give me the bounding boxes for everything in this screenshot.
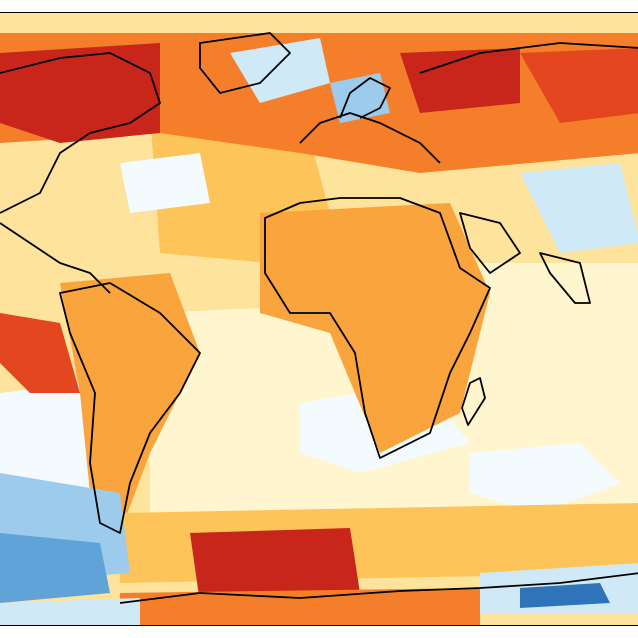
coastline-greenland xyxy=(199,32,291,94)
coastline-central-america xyxy=(0,222,111,294)
region-indian-ocean-neutral xyxy=(470,263,638,433)
region-east-siberia-warm-dark xyxy=(520,48,638,123)
region-greenland-cool xyxy=(230,38,330,103)
region-africa-warm xyxy=(260,203,490,453)
coastline-africa xyxy=(264,197,491,459)
region-central-asia-cool xyxy=(520,163,638,253)
region-antarctic-west-cool xyxy=(0,598,140,625)
coastline-south-america xyxy=(59,282,201,534)
region-canadian-arctic-very-warm xyxy=(0,43,160,143)
region-south-america-warm xyxy=(60,273,200,533)
coastline-antarctica xyxy=(119,572,638,604)
region-south-indian-near-zero xyxy=(470,443,620,513)
coastline-asia-north xyxy=(419,42,638,74)
coastlines xyxy=(0,32,638,604)
region-antarctic-cool-dark xyxy=(520,583,610,608)
coastline-europe xyxy=(299,112,441,164)
anomaly-map xyxy=(0,13,638,625)
region-antarctic-warm xyxy=(120,588,480,625)
coastline-scandinavia xyxy=(339,77,391,119)
coastline-north-america xyxy=(0,52,161,214)
anomaly-regions xyxy=(0,33,638,625)
map-panel xyxy=(0,12,638,626)
coastline-arabia xyxy=(459,212,521,274)
region-siberia-very-warm xyxy=(400,48,520,113)
coastline-india xyxy=(539,252,591,304)
region-north-atlantic-cool-spot xyxy=(120,153,210,213)
coastline-madagascar xyxy=(461,377,486,426)
region-southern-ocean-very-warm xyxy=(190,528,360,603)
region-east-pacific-warm-dark xyxy=(0,313,80,393)
region-south-pacific-cool-dark xyxy=(0,533,110,603)
